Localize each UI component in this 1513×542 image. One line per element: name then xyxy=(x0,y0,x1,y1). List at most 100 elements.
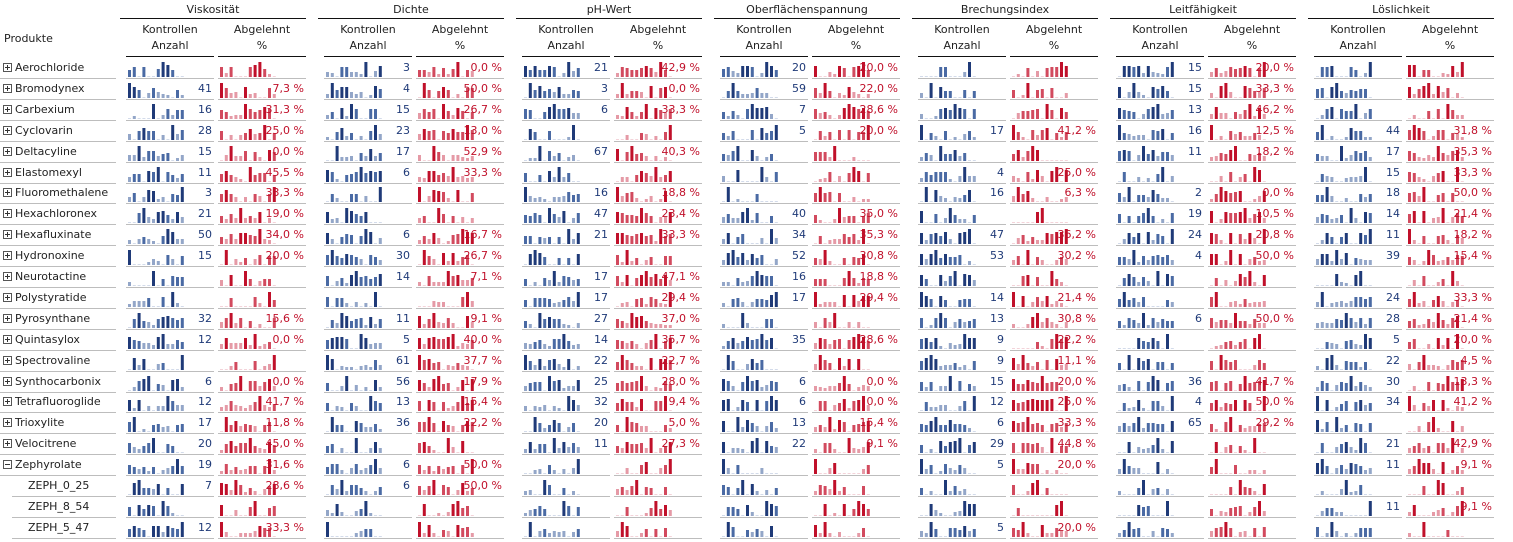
count-cell[interactable] xyxy=(720,455,808,477)
table-row[interactable]: Hydronoxine 15 20,0 % 30 26,7 % 52 30,8 % 53 30,… xyxy=(0,246,1513,268)
count-cell[interactable]: 56 xyxy=(324,372,412,393)
count-cell[interactable]: 15 xyxy=(324,100,412,121)
count-cell[interactable] xyxy=(1116,288,1204,309)
row-header[interactable]: Aerochloride xyxy=(3,61,84,74)
rejected-cell[interactable]: 22,0 % xyxy=(812,79,900,100)
count-cell[interactable]: 28 xyxy=(126,121,214,142)
table-row[interactable]: Hexafluxinate 50 34,0 % 6 16,7 % 21 33,3 % 34 35… xyxy=(0,225,1513,247)
rejected-cell[interactable]: 50,0 % xyxy=(1208,309,1296,330)
rejected-cell[interactable]: 0,0 % xyxy=(1208,183,1296,205)
rejected-cell[interactable] xyxy=(1406,267,1494,288)
count-cell[interactable]: 2 xyxy=(1116,183,1204,205)
count-cell[interactable] xyxy=(1116,267,1204,288)
rejected-cell[interactable] xyxy=(218,288,306,309)
count-cell[interactable]: 14 xyxy=(522,330,610,351)
count-cell[interactable] xyxy=(126,288,214,309)
subheader-rejected[interactable]: Abgelehnt% xyxy=(416,22,504,54)
rejected-cell[interactable]: 5,0 % xyxy=(614,413,702,435)
count-cell[interactable] xyxy=(522,163,610,184)
count-cell[interactable]: 13 xyxy=(324,392,412,414)
count-cell[interactable]: 16 xyxy=(522,183,610,205)
subheader-count[interactable]: Kontrollen Anzahl xyxy=(324,22,412,54)
rejected-cell[interactable]: 44,8 % xyxy=(1010,434,1098,456)
expand-plus-icon[interactable] xyxy=(3,397,12,407)
column-group-title[interactable]: Viskosität xyxy=(186,3,240,16)
count-cell[interactable] xyxy=(918,142,1006,163)
rejected-cell[interactable]: 7,3 % xyxy=(218,79,306,100)
subheader-count[interactable]: Kontrollen Anzahl xyxy=(918,22,1006,54)
expand-plus-icon[interactable] xyxy=(3,167,12,177)
rejected-cell[interactable]: 23,4 % xyxy=(614,204,702,226)
rejected-cell[interactable]: 20,0 % xyxy=(812,58,900,79)
subheader-count[interactable]: Kontrollen Anzahl xyxy=(1116,22,1204,54)
count-cell[interactable]: 30 xyxy=(1314,372,1402,393)
count-cell[interactable]: 24 xyxy=(1314,288,1402,309)
rejected-cell[interactable]: 33,3 % xyxy=(416,163,504,184)
expand-plus-icon[interactable] xyxy=(3,272,12,281)
count-cell[interactable]: 61 xyxy=(324,351,412,372)
table-row[interactable]: Velocitrene 20 45,0 % 11 27,3 % 22 9,1 % 29 44,8… xyxy=(0,434,1513,456)
count-cell[interactable]: 17 xyxy=(324,142,412,163)
row-header[interactable]: Pyrosynthane xyxy=(3,312,90,325)
rejected-cell[interactable]: 26,7 % xyxy=(416,246,504,268)
rejected-cell[interactable]: 33,3 % xyxy=(218,183,306,205)
count-cell[interactable]: 5 xyxy=(1314,330,1402,351)
rejected-cell[interactable]: 0,0 % xyxy=(614,79,702,100)
rejected-cell[interactable] xyxy=(1406,413,1494,435)
count-cell[interactable]: 65 xyxy=(1116,413,1204,435)
count-cell[interactable] xyxy=(1314,58,1402,79)
count-cell[interactable] xyxy=(324,288,412,309)
rejected-cell[interactable]: 21,4 % xyxy=(1406,204,1494,226)
row-header[interactable]: Hexachloronex xyxy=(3,207,97,220)
rejected-cell[interactable]: 50,0 % xyxy=(1406,183,1494,205)
count-cell[interactable] xyxy=(1314,100,1402,121)
count-cell[interactable]: 47 xyxy=(522,204,610,226)
rejected-cell[interactable]: 4,5 % xyxy=(1406,351,1494,372)
rejected-cell[interactable] xyxy=(416,204,504,226)
rejected-cell[interactable] xyxy=(812,163,900,184)
rejected-cell[interactable]: 33,3 % xyxy=(1208,79,1296,100)
count-cell[interactable]: 23 xyxy=(324,121,412,142)
subheader-count[interactable]: Kontrollen Anzahl xyxy=(522,22,610,54)
count-cell[interactable] xyxy=(126,497,214,518)
rejected-cell[interactable]: 35,7 % xyxy=(614,330,702,351)
row-header[interactable]: Hexafluxinate xyxy=(3,228,91,241)
count-cell[interactable] xyxy=(1116,330,1204,351)
count-cell[interactable] xyxy=(1116,476,1204,497)
count-cell[interactable] xyxy=(720,163,808,184)
subheader-count[interactable]: Kontrollen Anzahl xyxy=(1314,22,1402,54)
count-cell[interactable]: 4 xyxy=(918,163,1006,184)
rejected-cell[interactable]: 31,3 % xyxy=(218,100,306,121)
rejected-cell[interactable]: 46,2 % xyxy=(1208,100,1296,121)
row-header[interactable]: Polystyratide xyxy=(3,291,86,304)
rejected-cell[interactable]: 28,6 % xyxy=(218,476,306,497)
count-cell[interactable] xyxy=(720,497,808,518)
count-cell[interactable]: 59 xyxy=(720,79,808,100)
count-cell[interactable] xyxy=(720,309,808,330)
row-header[interactable]: Tetrafluoroglide xyxy=(3,395,101,408)
count-cell[interactable] xyxy=(324,204,412,226)
count-cell[interactable]: 14 xyxy=(324,267,412,288)
count-cell[interactable]: 14 xyxy=(1314,204,1402,226)
count-cell[interactable] xyxy=(918,58,1006,79)
count-cell[interactable]: 16 xyxy=(720,267,808,288)
rejected-cell[interactable]: 18,8 % xyxy=(614,183,702,205)
count-cell[interactable]: 52 xyxy=(720,246,808,268)
count-cell[interactable] xyxy=(720,183,808,205)
count-cell[interactable]: 11 xyxy=(1116,142,1204,163)
rejected-cell[interactable] xyxy=(1208,163,1296,184)
count-cell[interactable]: 5 xyxy=(918,455,1006,477)
rejected-cell[interactable] xyxy=(812,476,900,497)
rejected-cell[interactable]: 33,3 % xyxy=(614,225,702,247)
count-cell[interactable]: 16 xyxy=(1116,121,1204,142)
rejected-cell[interactable]: 29,2 % xyxy=(1208,413,1296,435)
rejected-cell[interactable]: 20,0 % xyxy=(812,121,900,142)
rejected-cell[interactable]: 29,4 % xyxy=(614,288,702,309)
count-cell[interactable] xyxy=(324,183,412,205)
table-row[interactable]: Trioxylite 17 11,8 % 36 22,2 % 20 5,0 % 13 15,4 … xyxy=(0,413,1513,435)
count-cell[interactable]: 4 xyxy=(1116,246,1204,268)
rejected-cell[interactable]: 41,2 % xyxy=(1406,392,1494,414)
rejected-cell[interactable] xyxy=(1406,58,1494,79)
table-row[interactable]: Polystyratide 17 29,4 % 17 29,4 % 14 21,4 % 24 3… xyxy=(0,288,1513,309)
expand-plus-icon[interactable] xyxy=(3,83,12,93)
